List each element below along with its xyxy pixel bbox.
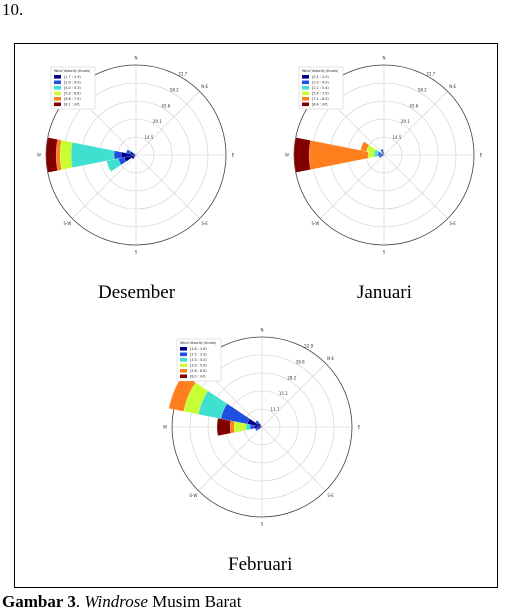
caption-italic: Windrose <box>84 592 148 611</box>
figure-caption: Gambar 3. Windrose Musim Barat <box>2 592 241 612</box>
caption-separator: . <box>75 592 85 611</box>
page-number: 10. <box>2 0 24 19</box>
rose-label-desember: Desember <box>98 282 176 303</box>
caption-number: Gambar 3 <box>2 592 76 611</box>
figure-frame <box>14 43 498 588</box>
rose-label-februari: Februari <box>228 554 293 575</box>
caption-rest: Musim Barat <box>147 592 242 611</box>
rose-label-januari: Januari <box>357 282 412 303</box>
